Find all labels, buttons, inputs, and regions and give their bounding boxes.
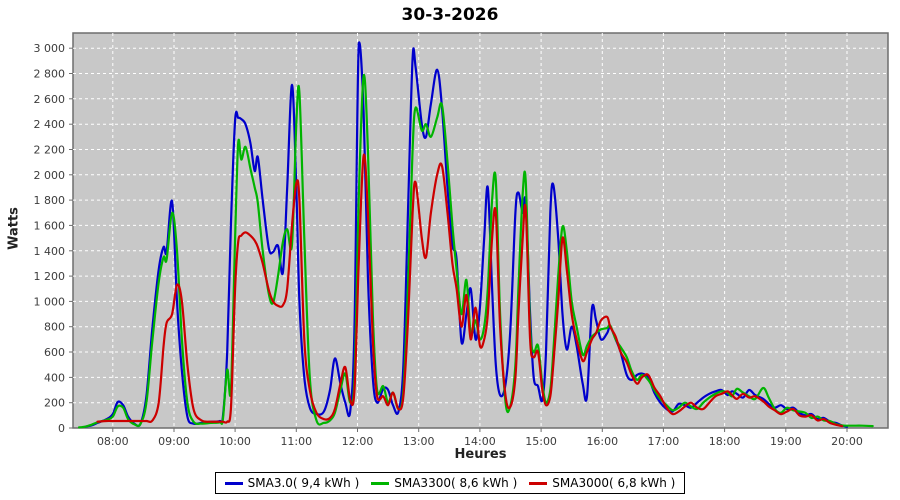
y-tick-label: 1 800: [34, 194, 66, 207]
legend-item: SMA3000( 6,8 kWh ): [529, 476, 675, 490]
y-tick-label: 400: [44, 371, 65, 384]
legend-line-swatch-red: [529, 481, 548, 485]
x-axis-title: Heures: [454, 447, 507, 462]
y-tick-label: 2 200: [34, 144, 66, 157]
legend: SMA3.0( 9,4 kWh ) SMA3300( 8,6 kWh ) SMA…: [0, 472, 900, 494]
x-tick-label: 18:00: [709, 435, 741, 448]
y-tick-label: 1 200: [34, 270, 66, 283]
x-tick-label: 09:00: [158, 435, 190, 448]
legend-item: SMA3300( 8,6 kWh ): [371, 476, 517, 490]
y-tick-label: 800: [44, 321, 65, 334]
y-tick-label: 2 800: [34, 68, 66, 81]
y-tick-label: 1 600: [34, 219, 66, 232]
x-tick-label: 19:00: [770, 435, 802, 448]
x-tick-label: 20:00: [831, 435, 863, 448]
x-tick-label: 17:00: [648, 435, 680, 448]
legend-item: SMA3.0( 9,4 kWh ): [224, 476, 360, 490]
x-tick-label: 14:00: [464, 435, 496, 448]
y-tick-label: 3 000: [34, 42, 66, 55]
y-tick-label: 200: [44, 397, 65, 410]
y-tick-label: 0: [58, 422, 65, 435]
legend-label: SMA3000( 6,8 kWh ): [552, 476, 676, 490]
y-axis-title: Watts: [6, 207, 22, 250]
chart-title: 30-3-2026: [401, 5, 499, 25]
x-tick-label: 08:00: [97, 435, 129, 448]
y-tick-label: 600: [44, 346, 65, 359]
x-tick-label: 15:00: [525, 435, 557, 448]
x-tick-label: 13:00: [403, 435, 435, 448]
y-tick-label: 2 400: [34, 118, 66, 131]
legend-line-swatch-blue: [224, 481, 243, 485]
legend-label: SMA3.0( 9,4 kWh ): [247, 476, 360, 490]
y-tick-label: 1 400: [34, 245, 66, 258]
x-tick-label: 12:00: [342, 435, 374, 448]
plot-area[interactable]: [72, 32, 889, 429]
legend-label: SMA3300( 8,6 kWh ): [394, 476, 518, 490]
legend-line-swatch-green: [371, 481, 390, 485]
x-tick-label: 16:00: [586, 435, 618, 448]
y-tick-label: 2 600: [34, 93, 66, 106]
x-tick-label: 11:00: [280, 435, 312, 448]
y-tick-label: 2 000: [34, 169, 66, 182]
y-tick-label: 1 000: [34, 295, 66, 308]
series-line-2: [96, 153, 844, 428]
x-tick-label: 10:00: [219, 435, 251, 448]
legend-box: SMA3.0( 9,4 kWh ) SMA3300( 8,6 kWh ) SMA…: [214, 472, 686, 494]
